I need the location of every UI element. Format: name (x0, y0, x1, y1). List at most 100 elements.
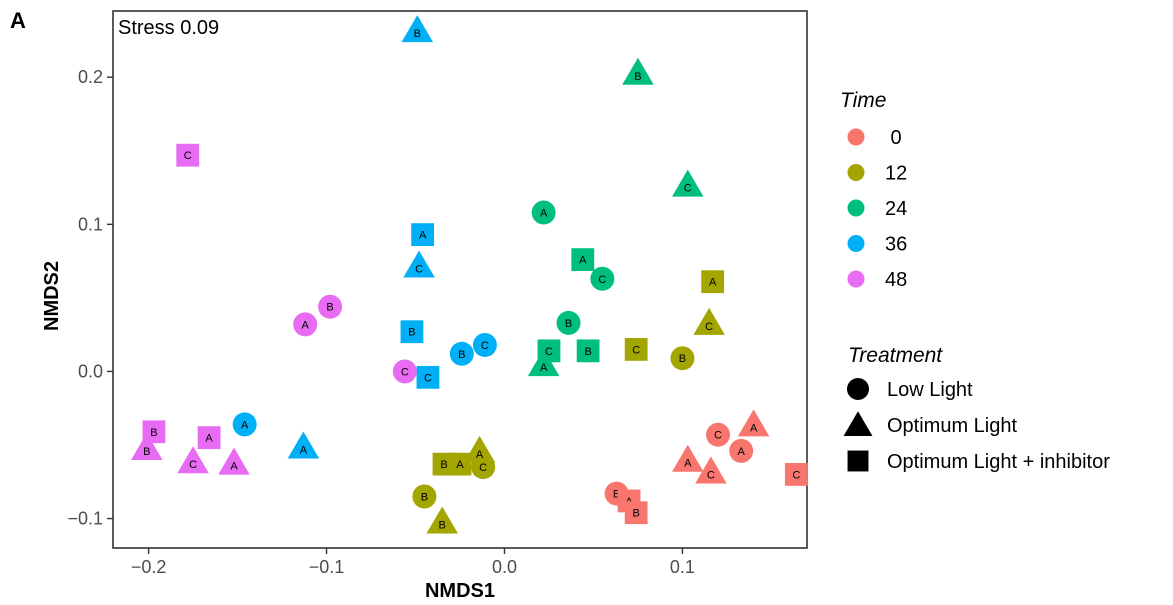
data-point: A (293, 312, 318, 337)
point-marker-circle (293, 312, 318, 337)
point-marker-triangle (177, 446, 209, 474)
time-legend-swatch (847, 199, 865, 217)
point-label: B (150, 427, 157, 439)
data-point: A (411, 223, 435, 247)
point-label: A (241, 419, 249, 431)
point-label: B (679, 353, 686, 365)
treatment-legend-label: Optimum Light (887, 415, 1017, 437)
data-point: A (571, 248, 595, 272)
time-legend-label: 24 (885, 198, 907, 220)
data-point: B (624, 501, 648, 525)
point-marker-square (197, 426, 221, 450)
point-label: B (632, 508, 639, 520)
point-label: C (184, 150, 192, 162)
point-marker-triangle (401, 15, 434, 43)
data-point: C (624, 337, 648, 361)
point-marker-square (624, 337, 648, 361)
data-point: C (403, 250, 435, 278)
point-marker-circle (412, 484, 437, 509)
data-point: B (556, 310, 581, 335)
point-marker-circle (392, 359, 417, 384)
point-marker-square (411, 223, 435, 247)
point-marker-triangle (218, 447, 250, 475)
time-legend-label: 12 (885, 163, 907, 185)
y-tick-label: 0.0 (78, 361, 103, 381)
point-label: B (584, 346, 591, 358)
data-point: C (472, 332, 497, 357)
data-point: A (531, 200, 556, 225)
data-point: C (672, 169, 704, 197)
point-label: B (634, 71, 641, 83)
point-marker-square (142, 420, 166, 444)
data-point: B (318, 294, 343, 319)
point-label: C (632, 344, 640, 356)
time-legend-swatch (847, 128, 865, 146)
data-point: A (448, 452, 472, 476)
point-marker-circle (449, 341, 474, 366)
x-tick-label: 0.1 (670, 557, 695, 577)
point-label: B (408, 327, 415, 339)
point-marker-circle (472, 332, 497, 357)
point-label: A (300, 444, 308, 456)
time-legend-title: Time (840, 89, 886, 112)
treatment-legend: Treatment Low Light Optimum Light Optimum … (843, 344, 1110, 473)
data-point: C (176, 143, 200, 167)
point-marker-square (537, 339, 561, 363)
point-label: C (401, 366, 409, 378)
y-tick-label: 0.1 (78, 214, 103, 234)
y-axis: −0.1 0.0 0.1 0.2 (67, 67, 113, 529)
point-marker-square (416, 365, 440, 389)
data-point: B (131, 432, 163, 460)
point-marker-circle (232, 412, 257, 437)
point-marker-triangle (463, 435, 496, 463)
time-legend-swatch (847, 270, 865, 288)
data-point: A (729, 438, 754, 463)
point-label: B (439, 520, 446, 532)
point-label: C (424, 372, 432, 384)
point-marker-circle (706, 422, 731, 447)
point-label: B (414, 28, 421, 40)
data-point: B (401, 15, 434, 43)
point-label: B (458, 349, 465, 361)
data-point: C (784, 463, 808, 486)
plot-panel-border (112, 10, 808, 549)
data-point: A (737, 409, 770, 437)
time-legend-label: 36 (885, 234, 907, 256)
point-label: B (565, 318, 572, 330)
treatment-legend-swatch-triangle (843, 411, 873, 436)
point-label: A (540, 208, 548, 220)
point-label: C (545, 346, 553, 358)
point-marker-circle (531, 200, 556, 225)
point-label: C (479, 462, 487, 474)
treatment-legend-title: Treatment (848, 344, 943, 367)
point-marker-square (784, 463, 808, 486)
point-label: B (440, 459, 447, 471)
points-layer: BCAAACABCBBCCBAACBAACBBCAABCBCABCAABCABC… (131, 15, 808, 534)
data-point: B (622, 57, 654, 85)
point-marker-circle (670, 346, 695, 371)
point-marker-circle (590, 266, 615, 291)
point-label: A (579, 255, 587, 267)
point-label: A (302, 319, 310, 331)
point-marker-triangle (737, 409, 770, 437)
point-marker-triangle (695, 456, 727, 484)
point-marker-triangle (672, 169, 704, 197)
point-marker-triangle (672, 444, 704, 472)
point-label: B (143, 446, 150, 458)
panel-letter: A (10, 8, 26, 33)
point-label: C (714, 430, 722, 442)
data-point: B (426, 506, 458, 534)
point-label: C (481, 340, 489, 352)
x-tick-label: −0.2 (131, 557, 167, 577)
point-label: C (707, 469, 715, 481)
point-marker-square (701, 270, 725, 294)
point-label: B (613, 489, 620, 501)
point-label: A (456, 459, 464, 471)
point-label: A (230, 461, 238, 473)
point-marker-circle (318, 294, 343, 319)
point-label: C (792, 469, 800, 481)
data-point: A (701, 270, 725, 294)
data-point: C (392, 359, 417, 384)
data-point: B (576, 339, 600, 363)
point-label: A (540, 362, 548, 374)
